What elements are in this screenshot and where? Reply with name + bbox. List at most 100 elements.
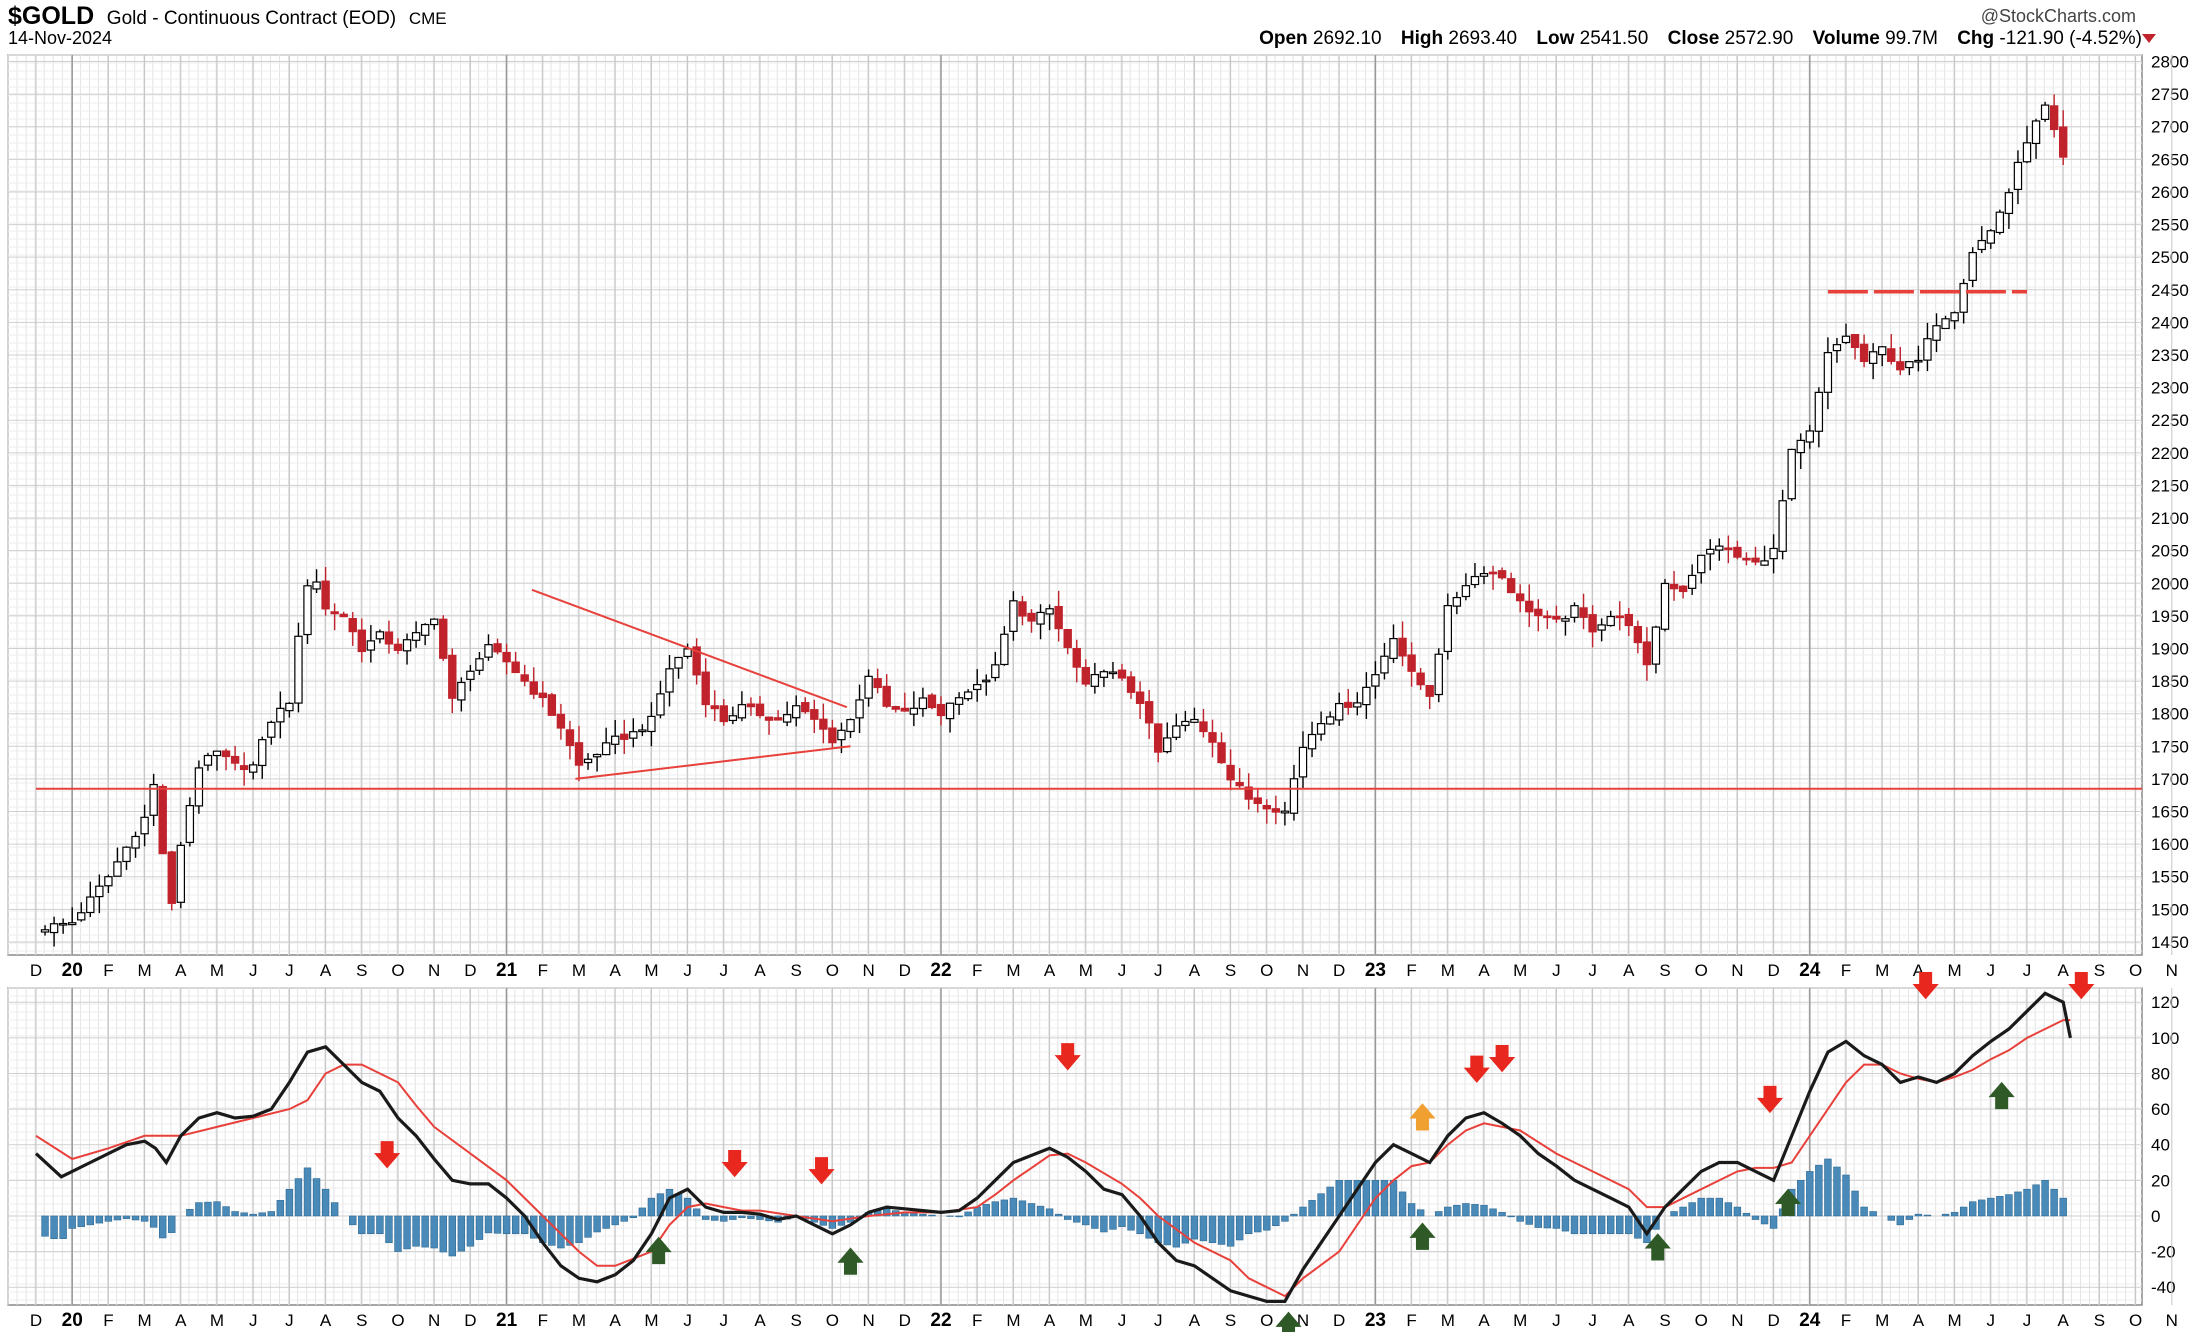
- histogram-bar: [1000, 1199, 1009, 1217]
- candle-body: [2059, 126, 2068, 158]
- candle-body: [1733, 546, 1742, 558]
- histogram-bar: [1163, 1215, 1171, 1246]
- candle-body: [1190, 718, 1199, 723]
- histogram-bar: [502, 1215, 511, 1235]
- histogram-bar: [258, 1212, 266, 1217]
- candle-body: [1760, 560, 1769, 566]
- buy-arrow-icon: [1988, 1081, 2015, 1110]
- candle-body: [475, 658, 484, 671]
- histogram-bar: [1489, 1208, 1497, 1217]
- histogram-bar: [104, 1215, 113, 1222]
- brand-link[interactable]: @StockCharts.com: [1980, 6, 2136, 26]
- histogram-bar: [330, 1202, 339, 1217]
- month-label: J: [683, 1311, 692, 1330]
- candle-body: [77, 912, 86, 921]
- candle-body: [692, 646, 701, 676]
- histogram-bar: [1009, 1197, 1018, 1217]
- histogram-bar: [1534, 1215, 1543, 1228]
- candle-body: [1769, 547, 1778, 560]
- candle-body: [430, 618, 439, 626]
- buy-arrow-icon: [1644, 1233, 1671, 1261]
- histogram-bar: [1969, 1201, 1977, 1217]
- histogram-bar: [1706, 1197, 1714, 1217]
- candle-body: [801, 702, 810, 713]
- price-tick-label: 2250: [2151, 411, 2189, 430]
- candle-body: [1497, 570, 1507, 579]
- month-label: M: [1513, 1311, 1527, 1330]
- month-label: M: [572, 961, 586, 980]
- month-label: D: [899, 1311, 911, 1330]
- month-label: S: [1225, 1311, 1236, 1330]
- candle-body: [1380, 655, 1389, 674]
- close-value: 2572.90: [1724, 28, 1794, 49]
- month-label: J: [285, 961, 294, 980]
- month-label: M: [1875, 1311, 1889, 1330]
- month-label: A: [754, 961, 766, 980]
- histogram-bar: [1950, 1212, 1959, 1217]
- histogram-bar: [312, 1178, 321, 1217]
- histogram-bar: [1842, 1174, 1850, 1217]
- candle-body: [230, 755, 240, 764]
- histogram-bar: [602, 1215, 610, 1229]
- candle-body: [1117, 669, 1127, 679]
- histogram-bar: [1769, 1215, 1778, 1229]
- candle-body: [1488, 571, 1498, 575]
- candle-body: [1181, 720, 1190, 727]
- candle-body: [629, 731, 638, 739]
- histogram-bar: [358, 1215, 366, 1235]
- histogram-bar: [1027, 1203, 1036, 1217]
- candle-body: [1742, 557, 1751, 561]
- candle-body: [1570, 605, 1579, 618]
- month-label: D: [464, 961, 476, 980]
- histogram-bar: [204, 1201, 212, 1217]
- histogram-bar: [484, 1215, 493, 1234]
- month-label: F: [972, 1311, 982, 1330]
- month-label: D: [1767, 961, 1779, 980]
- candle-body: [1669, 583, 1679, 590]
- histogram-bar: [1308, 1200, 1316, 1217]
- histogram-bar: [1760, 1215, 1769, 1225]
- histogram-bar: [466, 1215, 475, 1247]
- candle-body: [1153, 723, 1163, 753]
- histogram-bar: [1036, 1205, 1045, 1217]
- month-label: M: [1079, 961, 1093, 980]
- candle-body: [1090, 673, 1100, 687]
- year-label: 20: [62, 960, 83, 981]
- histogram-bar: [1181, 1215, 1190, 1244]
- close-label: Close: [1667, 28, 1720, 49]
- price-tick-label: 1450: [2151, 933, 2189, 952]
- candle-body: [945, 702, 955, 720]
- candle-body: [1144, 701, 1154, 724]
- histogram-bar: [86, 1215, 95, 1226]
- sell-arrow-icon: [1054, 1043, 1081, 1071]
- chart-date: 14-Nov-2024: [8, 28, 113, 48]
- candle-body: [1914, 359, 1923, 363]
- histogram-bar: [1190, 1215, 1199, 1240]
- month-label: F: [103, 1311, 113, 1330]
- histogram-bar: [1453, 1204, 1461, 1217]
- candle-body: [158, 785, 167, 855]
- volume-label: Volume: [1812, 28, 1880, 49]
- histogram-bar: [1435, 1211, 1443, 1217]
- histogram-bar: [1064, 1215, 1072, 1220]
- candle-body: [1633, 626, 1643, 644]
- month-label: O: [2129, 961, 2142, 980]
- chg-value: -121.90 (-4.52%): [1999, 28, 2142, 49]
- candle-body: [1353, 702, 1362, 708]
- candle-body: [249, 764, 258, 773]
- candle-body: [511, 661, 520, 674]
- macd-tick-label: 100: [2151, 1029, 2179, 1048]
- candle-body: [339, 613, 348, 618]
- month-label: A: [1189, 961, 1201, 980]
- month-label: A: [175, 1311, 187, 1330]
- histogram-bar: [240, 1212, 248, 1217]
- price-tick-label: 1600: [2151, 835, 2189, 854]
- candle-body: [1000, 633, 1009, 666]
- month-label: O: [826, 1311, 839, 1330]
- candle-body: [2040, 104, 2050, 120]
- month-label: M: [644, 961, 658, 980]
- histogram-bar: [747, 1215, 755, 1219]
- histogram-bar: [1226, 1215, 1235, 1247]
- candle-body: [1534, 608, 1543, 617]
- candle-body: [1896, 361, 1905, 371]
